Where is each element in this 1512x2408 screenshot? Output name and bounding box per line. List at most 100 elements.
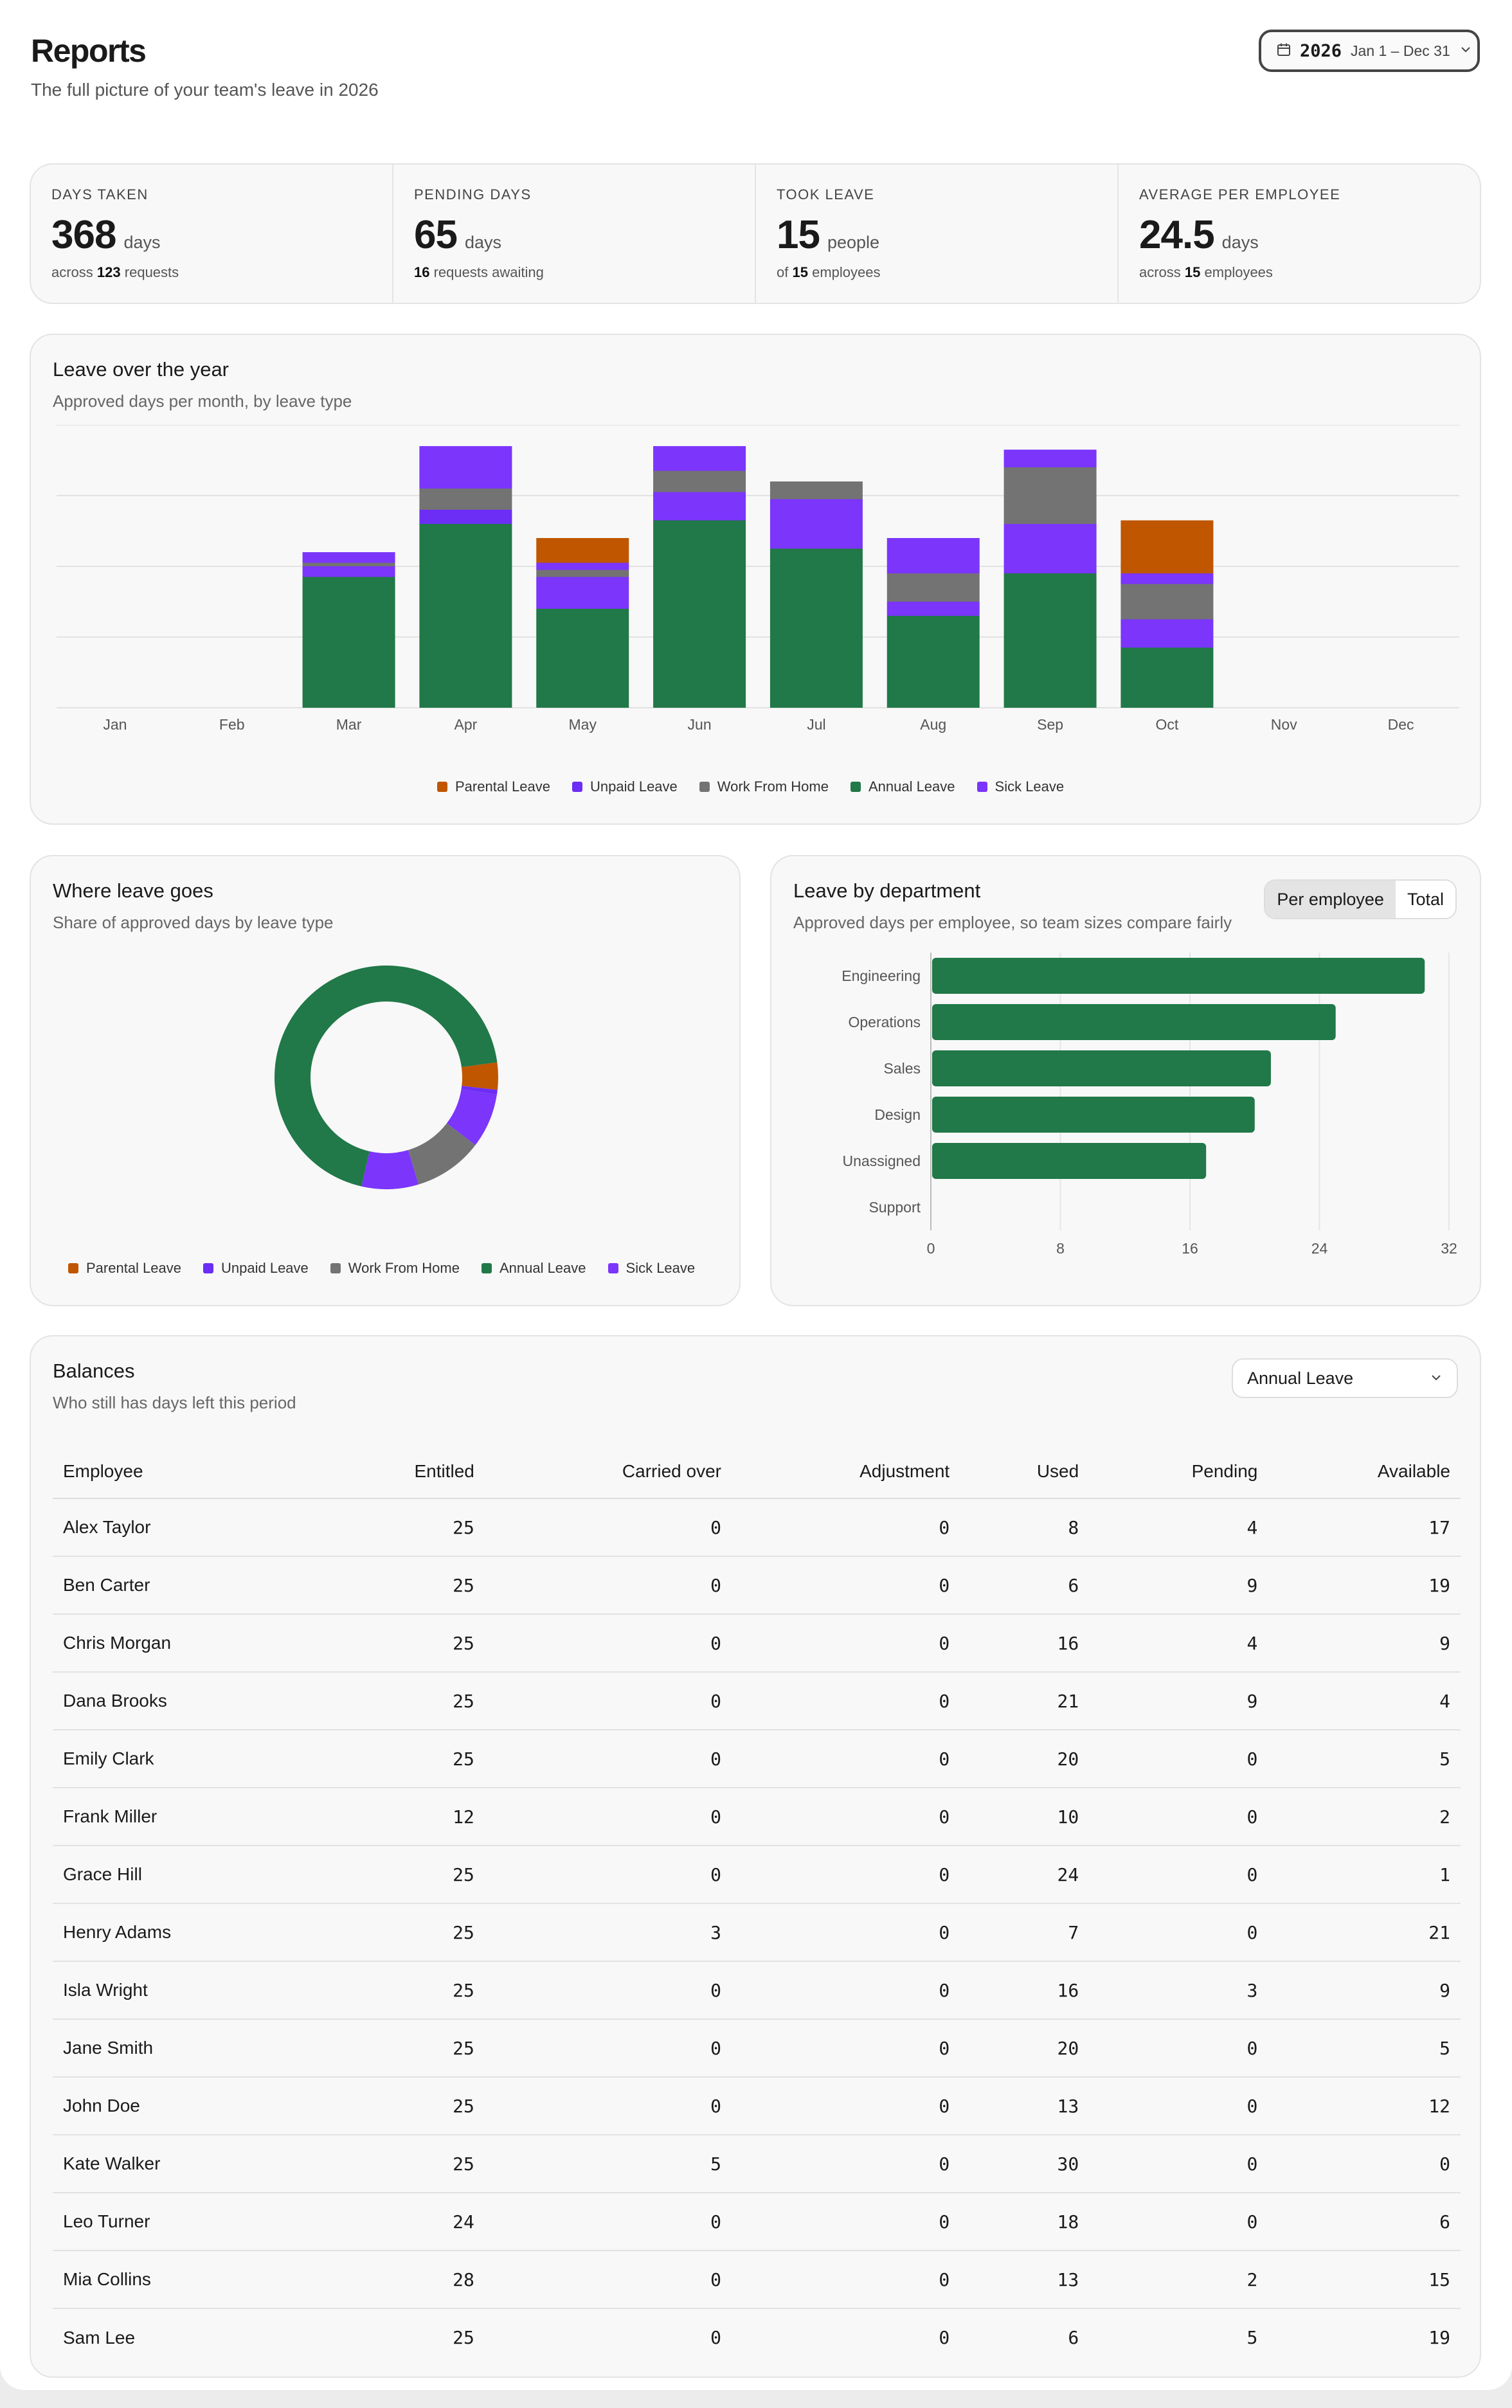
bar-sep-sick: [1004, 524, 1097, 573]
stat-label: AVERAGE PER EMPLOYEE: [1139, 186, 1341, 202]
leave-type-select[interactable]: Annual Leave: [1232, 1358, 1458, 1398]
bar-jul-sick: [770, 499, 863, 549]
stat-sub: across 15 employees: [1139, 264, 1459, 281]
legend-item-unpaid-leave[interactable]: Unpaid Leave: [203, 1260, 309, 1277]
legend-item-work-from-home[interactable]: Work From Home: [699, 778, 829, 795]
table-row: Chris Morgan 25 0 0 16 4 9: [53, 1614, 1461, 1673]
balances-card: Balances Who still has days left this pe…: [30, 1335, 1481, 2378]
toggle-total[interactable]: Total: [1395, 881, 1455, 918]
legend-item-sick-leave[interactable]: Sick Leave: [977, 778, 1064, 795]
legend-item-annual-leave[interactable]: Annual Leave: [481, 1260, 586, 1277]
cell-entitled: 25: [318, 1614, 485, 1673]
card-subtitle: Who still has days left this period: [53, 1393, 296, 1412]
column-header-available[interactable]: Available: [1268, 1444, 1461, 1499]
legend-item-parental-leave[interactable]: Parental Leave: [437, 778, 550, 795]
cell-available: 15: [1268, 2251, 1461, 2309]
legend-label: Work From Home: [717, 778, 829, 795]
table-row: Sam Lee 25 0 0 6 5 19: [53, 2308, 1461, 2366]
cell-pending: 0: [1089, 2019, 1268, 2078]
cell-used: 6: [1068, 2327, 1079, 2348]
cell-used: 20: [960, 1730, 1090, 1788]
y-tick-label: Operations: [848, 1014, 921, 1030]
legend-label: Work From Home: [348, 1260, 460, 1276]
employee-name-cell: Frank Miller: [53, 1788, 319, 1846]
cell-entitled: 25: [318, 2135, 485, 2193]
legend-label: Annual Leave: [868, 778, 955, 795]
cell-pending: 0: [1089, 1730, 1268, 1788]
legend-label: Unpaid Leave: [590, 778, 678, 795]
bar-jun-wfh: [653, 471, 746, 492]
cell-adjustment: 0: [731, 2135, 960, 2193]
legend-swatch: [850, 782, 861, 792]
cell-carried-over: 0: [484, 1961, 732, 2020]
cell-entitled: 25: [318, 1730, 485, 1788]
employee-name-cell: Chris Morgan: [53, 1614, 319, 1673]
column-header-adjustment[interactable]: Adjustment: [731, 1444, 960, 1499]
bar-oct-sick: [1120, 619, 1214, 648]
cell-available: 5: [1268, 1730, 1461, 1788]
monthly-stacked-bar-chart: Jan Feb Mar Apr May Jun Jul Aug Sep Oct Nov Dec: [57, 425, 1459, 733]
legend-item-unpaid-leave[interactable]: Unpaid Leave: [572, 778, 678, 795]
stat-value: 15: [777, 213, 820, 257]
leave-type-donut-chart: [274, 966, 498, 1189]
x-tick-label: Dec: [1388, 716, 1414, 733]
stat-average-per-employee: AVERAGE PER EMPLOYEE 24.5 days across 15 …: [1119, 165, 1480, 303]
legend-item-parental-leave[interactable]: Parental Leave: [68, 1260, 181, 1277]
column-header-used[interactable]: Used: [960, 1444, 1090, 1499]
cell-carried-over: 0: [484, 1556, 732, 1615]
stat-sub-post: requests awaiting: [433, 264, 544, 280]
bar-sep-annual: [1004, 573, 1097, 708]
cell-adjustment: 0: [731, 1614, 960, 1673]
bar-oct-parental: [1120, 520, 1214, 573]
cell-used: 7: [960, 1903, 1090, 1962]
cell-available: 12: [1268, 2077, 1461, 2135]
stat-sub: of 15 employees: [777, 264, 1097, 281]
bar-apr-unpaid: [419, 510, 512, 524]
cell-carried-over: 0: [710, 2327, 721, 2348]
column-header-entitled[interactable]: Entitled: [318, 1444, 485, 1499]
cell-pending: 4: [1089, 1498, 1268, 1557]
cell-entitled: 28: [318, 2251, 485, 2309]
table-row: Emily Clark 25 0 0 20 0 5: [53, 1730, 1461, 1788]
cell-available: 9: [1268, 1961, 1461, 2020]
employee-name-cell: Isla Wright: [53, 1961, 319, 2020]
date-range-picker[interactable]: 2026 Jan 1 – Dec 31: [1259, 30, 1480, 72]
x-tick-label: Jul: [807, 716, 825, 733]
toggle-per-employee[interactable]: Per employee: [1265, 881, 1396, 918]
table-row: Grace Hill 25 0 0 24 0 1: [53, 1846, 1461, 1904]
column-header-pending[interactable]: Pending: [1089, 1444, 1268, 1499]
cell-used: 10: [960, 1788, 1090, 1846]
bar-jul-wfh: [770, 481, 863, 499]
stat-label: PENDING DAYS: [414, 186, 532, 202]
stat-unit: days: [123, 233, 161, 252]
cell-pending: 0: [1089, 1788, 1268, 1846]
donut-slice-annual: [274, 966, 386, 1187]
per-employee-total-toggle[interactable]: Per employee Total: [1264, 879, 1457, 919]
stat-sub-post: requests: [124, 264, 179, 280]
column-header-carried-over[interactable]: Carried over: [484, 1444, 732, 1499]
legend-label: Sick Leave: [626, 1260, 696, 1276]
kpi-stats: DAYS TAKEN 368 days across 123 requests P…: [30, 163, 1481, 304]
legend-item-annual-leave[interactable]: Annual Leave: [850, 778, 955, 795]
employee-name-cell: Jane Smith: [53, 2019, 319, 2078]
cell-entitled: 25: [318, 1498, 485, 1557]
bar-jul-annual: [770, 548, 863, 708]
cell-pending: 2: [1089, 2251, 1268, 2309]
employee-name-cell: Mia Collins: [53, 2251, 319, 2309]
legend-item-sick-leave[interactable]: Sick Leave: [608, 1260, 696, 1277]
cell-carried-over: 0: [484, 1498, 732, 1557]
column-header-employee[interactable]: Employee: [53, 1444, 319, 1499]
stat-sub-count: 123: [96, 264, 121, 280]
legend-swatch: [481, 1263, 492, 1273]
x-tick-label: Nov: [1271, 716, 1297, 733]
legend-item-work-from-home[interactable]: Work From Home: [330, 1260, 460, 1277]
employee-name-cell: John Doe: [53, 2077, 319, 2135]
cell-used: 21: [960, 1672, 1090, 1730]
legend-label: Parental Leave: [455, 778, 550, 795]
cell-entitled: 25: [318, 1961, 485, 2020]
cell-adjustment: 0: [731, 1788, 960, 1846]
bar-aug-sick: [887, 602, 980, 616]
cell-carried-over: 0: [484, 2019, 732, 2078]
table-row: Henry Adams 25 3 0 7 0 21: [53, 1903, 1461, 1962]
stat-label: TOOK LEAVE: [777, 186, 875, 202]
